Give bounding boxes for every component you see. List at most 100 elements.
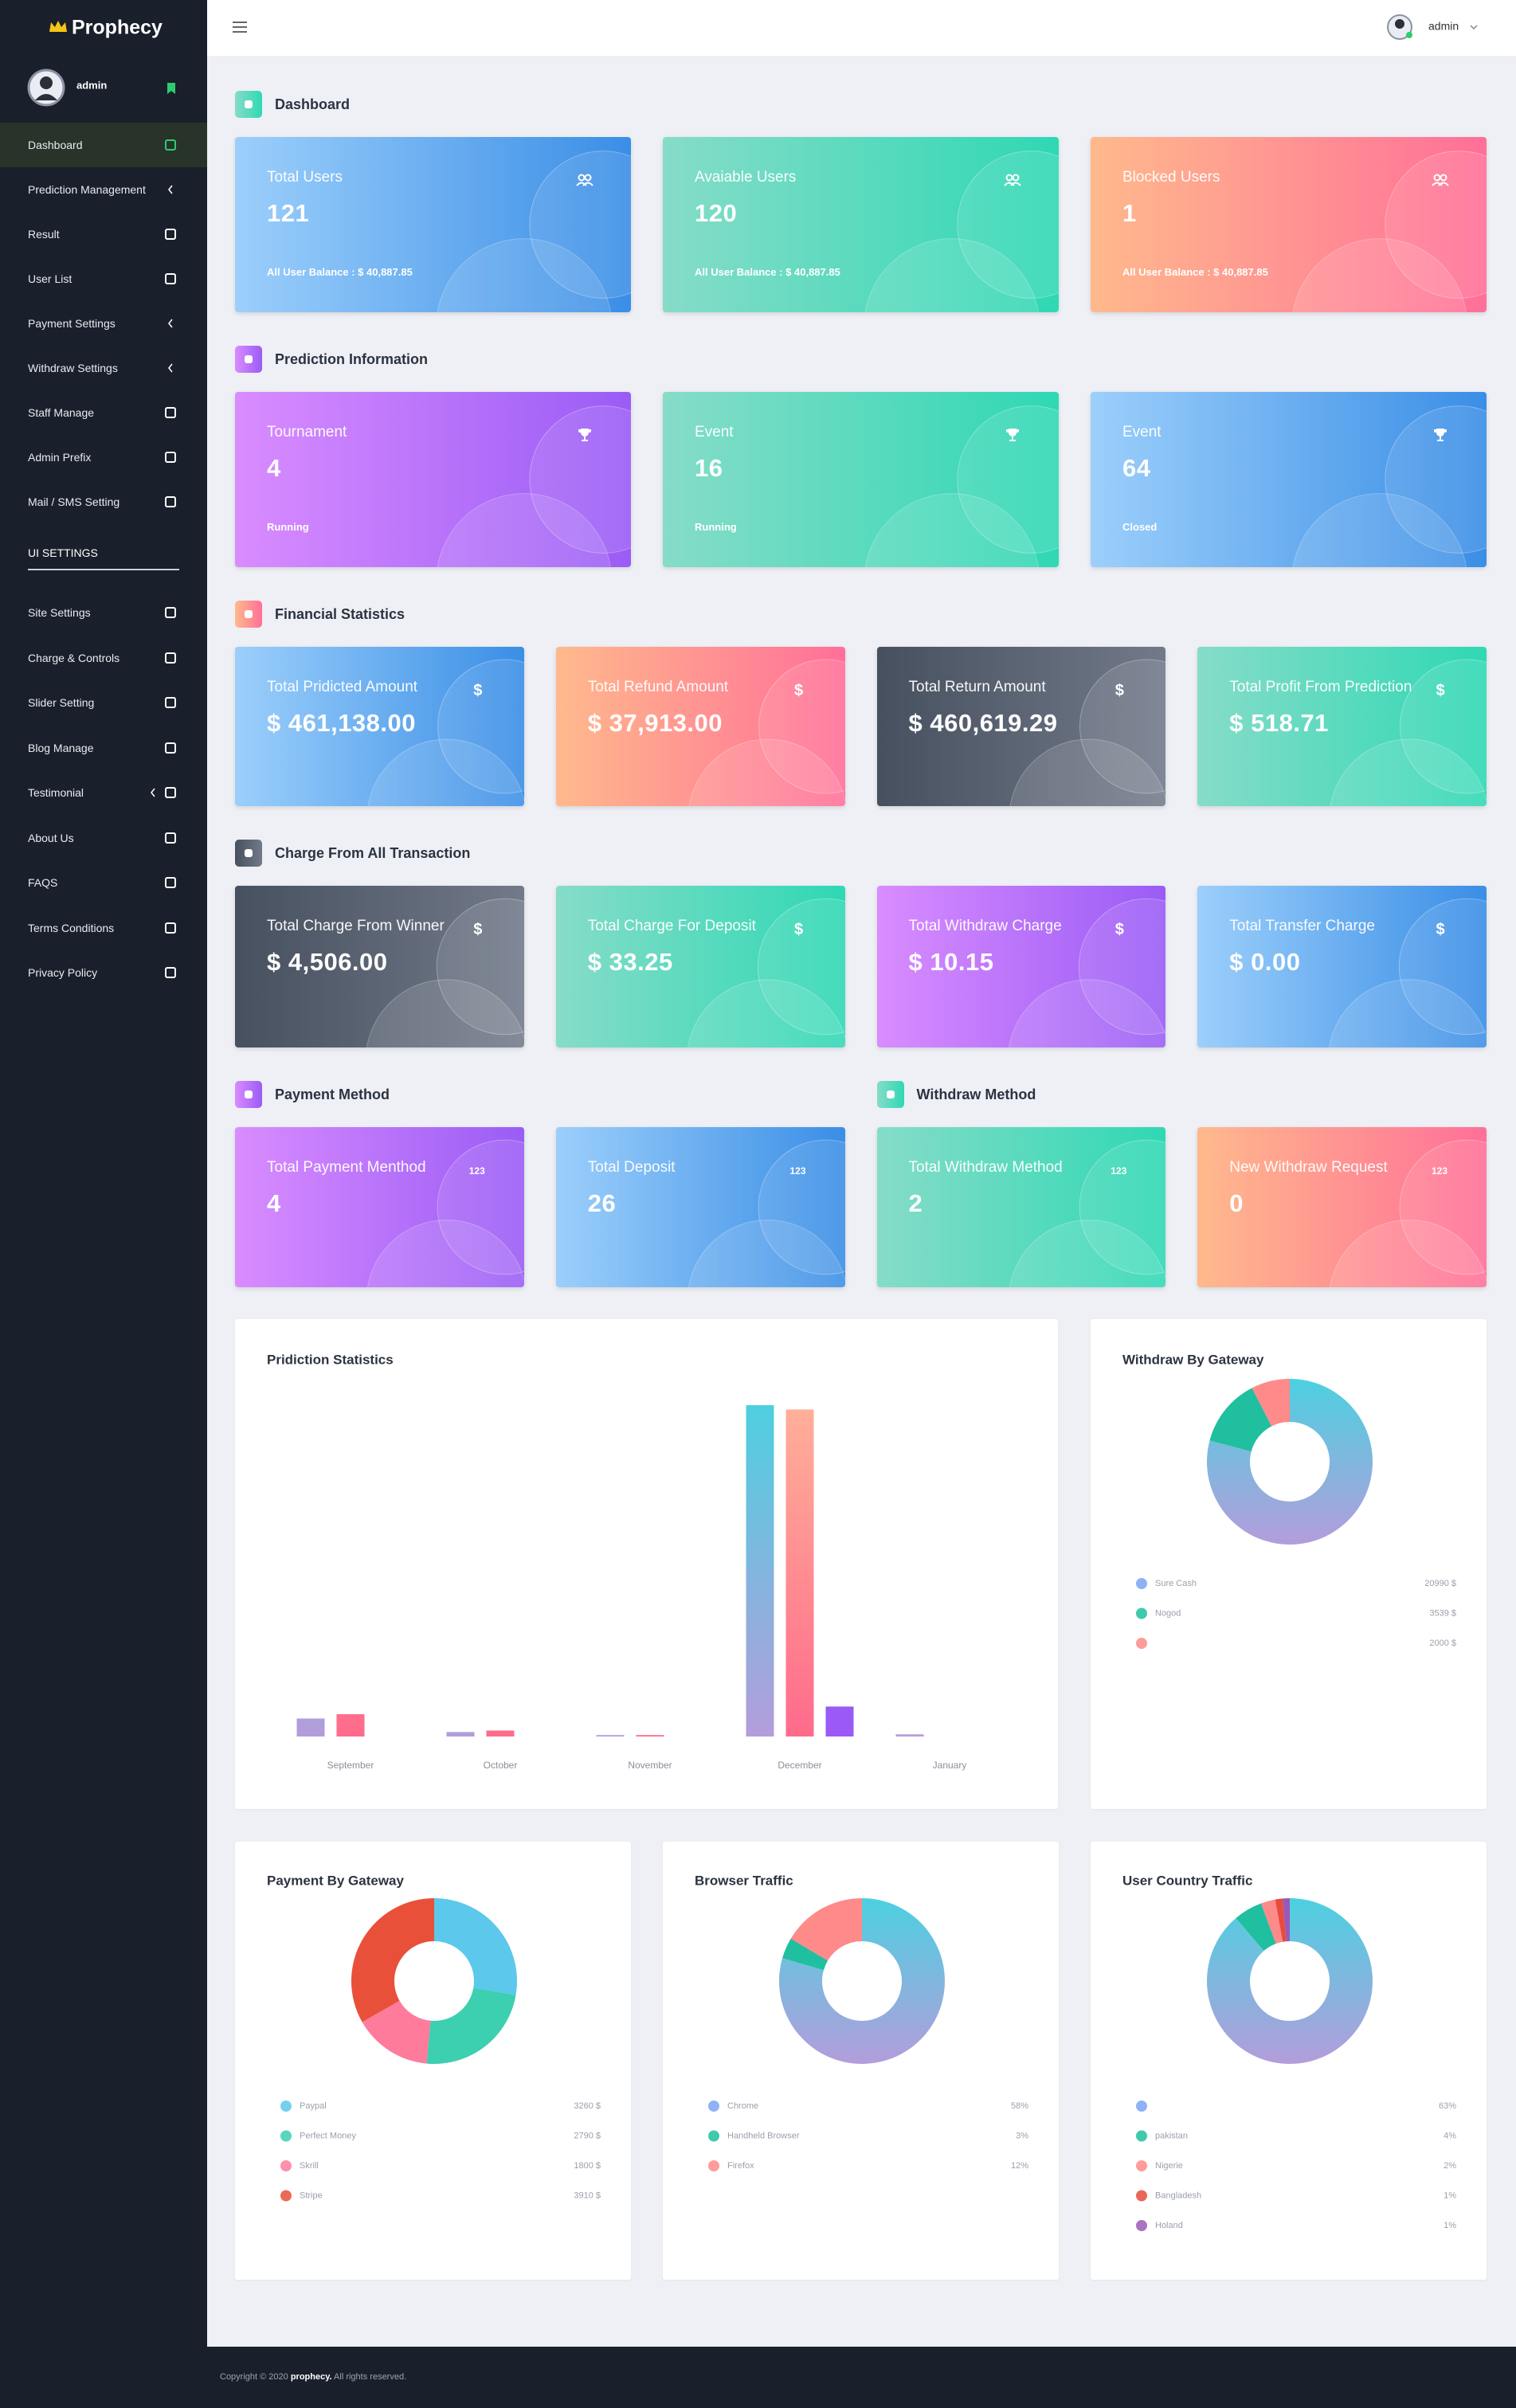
- section-icon: [235, 91, 262, 118]
- menu-item[interactable]: FAQS: [0, 860, 207, 905]
- menu-item[interactable]: Charge & Controls: [0, 636, 207, 680]
- legend-dot: [280, 2130, 292, 2142]
- deco-circle: [957, 151, 1059, 299]
- deco-circle: [366, 979, 524, 1047]
- menu-item[interactable]: Payment Settings: [0, 301, 207, 346]
- section-title: Prediction Information: [275, 350, 429, 367]
- card-icon: $: [793, 921, 804, 938]
- menu-item[interactable]: Dashboard: [0, 123, 207, 167]
- menu-item[interactable]: Testimonial: [0, 770, 207, 815]
- slice[interactable]: [1275, 1898, 1287, 1942]
- menu-item[interactable]: Site Settings: [0, 590, 207, 635]
- slice[interactable]: [1209, 1388, 1272, 1452]
- slice[interactable]: [1207, 1379, 1373, 1545]
- card-icon: $: [1436, 921, 1445, 938]
- section-title: Charge From All Transaction: [275, 844, 471, 861]
- legend-value: 12%: [1011, 2161, 1028, 2171]
- menu-item[interactable]: About Us: [0, 816, 207, 860]
- card-icon: 123: [1111, 1165, 1127, 1177]
- menu-item[interactable]: Prediction Management: [0, 167, 207, 212]
- slice[interactable]: [362, 2000, 431, 2064]
- icon-part: [1006, 429, 1019, 441]
- menu-item[interactable]: Terms Conditions: [0, 906, 207, 950]
- legend-label: Firefox: [727, 2161, 754, 2171]
- menu-item[interactable]: User List: [0, 256, 207, 301]
- menu-icon-shape: [165, 832, 176, 844]
- stat-card: New Withdraw Request 0 123: [1197, 1127, 1487, 1287]
- card-icon: $: [473, 921, 483, 938]
- chart-row: Pridiction Statistics September October Nov…: [235, 1319, 1487, 1809]
- slice[interactable]: [1206, 1898, 1373, 2064]
- menu-item[interactable]: Withdraw Settings: [0, 346, 207, 390]
- card-value: $ 4,506.00: [267, 948, 388, 976]
- menu-label: Blog Manage: [28, 741, 94, 754]
- card-decoration: [688, 659, 845, 806]
- stat-card: Total Transfer Charge $ 0.00 $: [1197, 886, 1487, 1047]
- slice[interactable]: [1282, 1898, 1290, 1942]
- menu-label: Staff Manage: [28, 406, 95, 419]
- menu-label: Site Settings: [28, 606, 91, 619]
- menu-label: Withdraw Settings: [28, 362, 118, 374]
- legend-label: Skrill: [300, 2161, 319, 2171]
- legend-dot: [1136, 2130, 1147, 2142]
- section-title: Dashboard: [275, 96, 351, 112]
- bar: [825, 1706, 854, 1737]
- slice[interactable]: [1260, 1899, 1283, 1944]
- chevron: [151, 788, 155, 797]
- slice[interactable]: [790, 1898, 862, 1961]
- card-label: New Withdraw Request: [1229, 1159, 1388, 1176]
- legend-dot: [1136, 1578, 1147, 1589]
- menu-item[interactable]: Slider Setting: [0, 680, 207, 725]
- deco-circle: [1329, 979, 1487, 1047]
- slice[interactable]: [434, 1898, 517, 1995]
- section-icon: [876, 1081, 904, 1108]
- chart-title: Browser Traffic: [695, 1873, 793, 1888]
- chart-panel: Payment By Gateway Paypal 3260 $ Perfect Mo…: [235, 1842, 631, 2280]
- section-icon: [235, 1081, 262, 1108]
- icon-part: [1005, 174, 1013, 182]
- slice[interactable]: [1252, 1379, 1290, 1427]
- card-decoration: [1008, 898, 1166, 1047]
- card-value: $ 10.15: [908, 948, 994, 976]
- bar: [336, 1713, 365, 1737]
- menu-item[interactable]: Staff Manage: [0, 390, 207, 435]
- slice[interactable]: [426, 1987, 516, 2064]
- legend-dot: [1136, 1638, 1147, 1649]
- menu-icon-shape: [165, 652, 176, 664]
- icon-part: [578, 429, 591, 441]
- slice[interactable]: [782, 1938, 829, 1971]
- menu-item[interactable]: Privacy Policy: [0, 950, 207, 995]
- menu-label: Admin Prefix: [28, 451, 92, 464]
- menu-item[interactable]: Mail / SMS Setting: [0, 480, 207, 524]
- slice[interactable]: [1236, 1903, 1276, 1952]
- menu-icon-shape: [165, 742, 176, 754]
- deco-circle: [687, 1220, 845, 1287]
- stat-card: Event 64 Closed: [1091, 392, 1487, 567]
- deco-circle: [1330, 1220, 1487, 1287]
- legend-label: Perfect Money: [300, 2131, 356, 2140]
- slice[interactable]: [778, 1898, 945, 2064]
- card-value: 16: [695, 454, 723, 482]
- menu-toggle[interactable]: [233, 22, 247, 33]
- bar: [446, 1732, 475, 1737]
- card-decoration: [1009, 659, 1166, 806]
- header-user[interactable]: admin: [1428, 20, 1459, 33]
- menu-item[interactable]: Result: [0, 212, 207, 256]
- menu-item[interactable]: Blog Manage: [0, 726, 207, 770]
- card-decoration: [687, 898, 845, 1047]
- card-value: 1: [1122, 199, 1137, 227]
- rights: All rights reserved.: [334, 2372, 407, 2382]
- menu-label: FAQS: [28, 876, 58, 889]
- bar: [785, 1409, 814, 1737]
- chart-title: Payment By Gateway: [267, 1873, 405, 1888]
- menu-label: Mail / SMS Setting: [28, 495, 120, 508]
- card-value: 64: [1122, 454, 1151, 482]
- slice[interactable]: [351, 1898, 434, 2022]
- menu-item[interactable]: Admin Prefix: [0, 435, 207, 480]
- deco-circle: [1292, 238, 1467, 312]
- bar: [636, 1735, 664, 1737]
- card-decoration: [366, 898, 524, 1047]
- method-row: Payment Method Total Payment Menthod 4 123 T…: [235, 1081, 1487, 1287]
- icon-part: [584, 174, 592, 182]
